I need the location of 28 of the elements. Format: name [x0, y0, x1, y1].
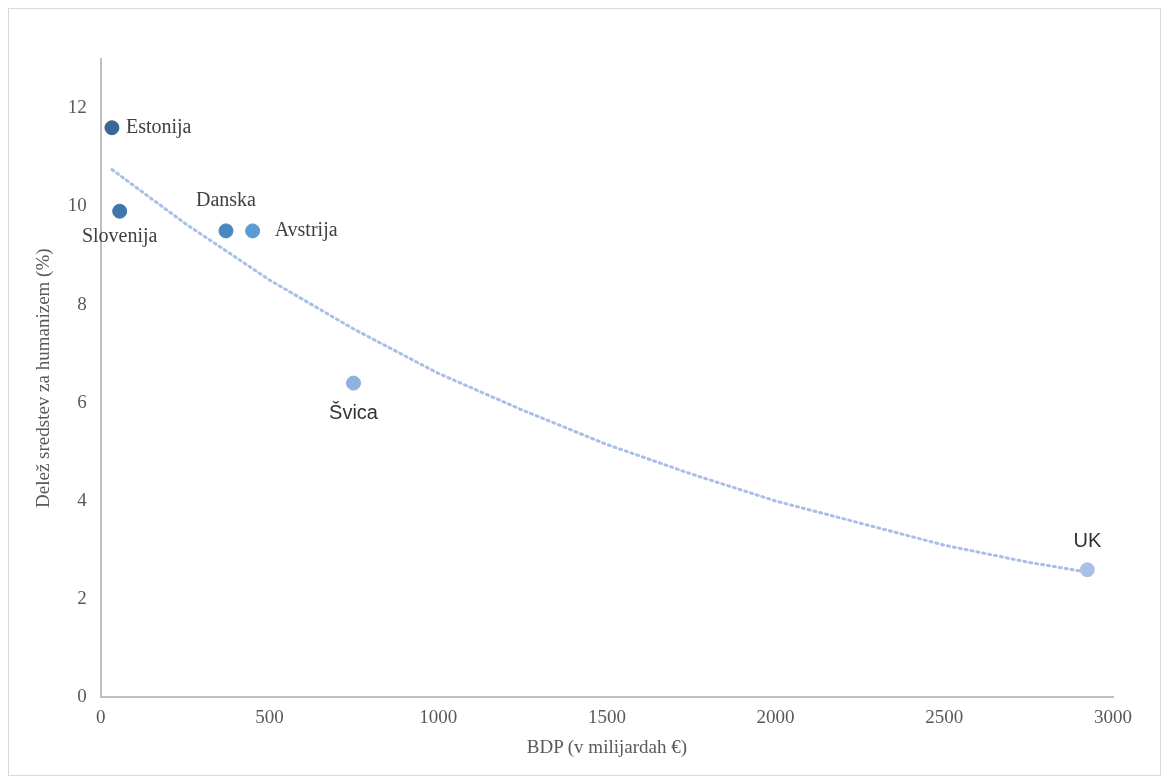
point: [245, 223, 261, 239]
x-tick-label: 1500: [587, 705, 626, 727]
annotation: Slovenija: [81, 224, 158, 248]
y-tick-label: 10: [67, 194, 87, 216]
x-tick-label: 500: [255, 705, 284, 727]
y-tick-label: 0: [77, 685, 87, 707]
y-tick-label: 8: [77, 292, 87, 314]
annotation: Avstrija: [274, 218, 338, 242]
point: [218, 223, 234, 239]
y-tick-label: 2: [77, 587, 87, 609]
y-axis-title: Delež sredstev za humanizem (%): [32, 248, 55, 508]
x-tick-label: 1000: [419, 705, 458, 727]
point: [346, 375, 362, 391]
point: [1079, 562, 1095, 578]
point: [112, 203, 128, 219]
y-tick-label: 4: [77, 488, 88, 510]
x-tick-label: 2500: [925, 705, 964, 727]
annotation: UK: [1073, 529, 1102, 552]
annotation: Danska: [195, 188, 257, 211]
point: [104, 120, 120, 136]
annotation: Estonija: [125, 115, 192, 138]
x-axis-title: BDP (v milijardah €): [526, 735, 688, 758]
y-tick-label: 6: [77, 390, 87, 412]
x-tick-label: 3000: [1094, 705, 1132, 727]
x-tick-label: 2000: [756, 705, 795, 727]
annotation: Švica: [329, 400, 379, 423]
x-tick-label: 0: [96, 705, 106, 727]
y-tick-label: 12: [67, 96, 87, 118]
